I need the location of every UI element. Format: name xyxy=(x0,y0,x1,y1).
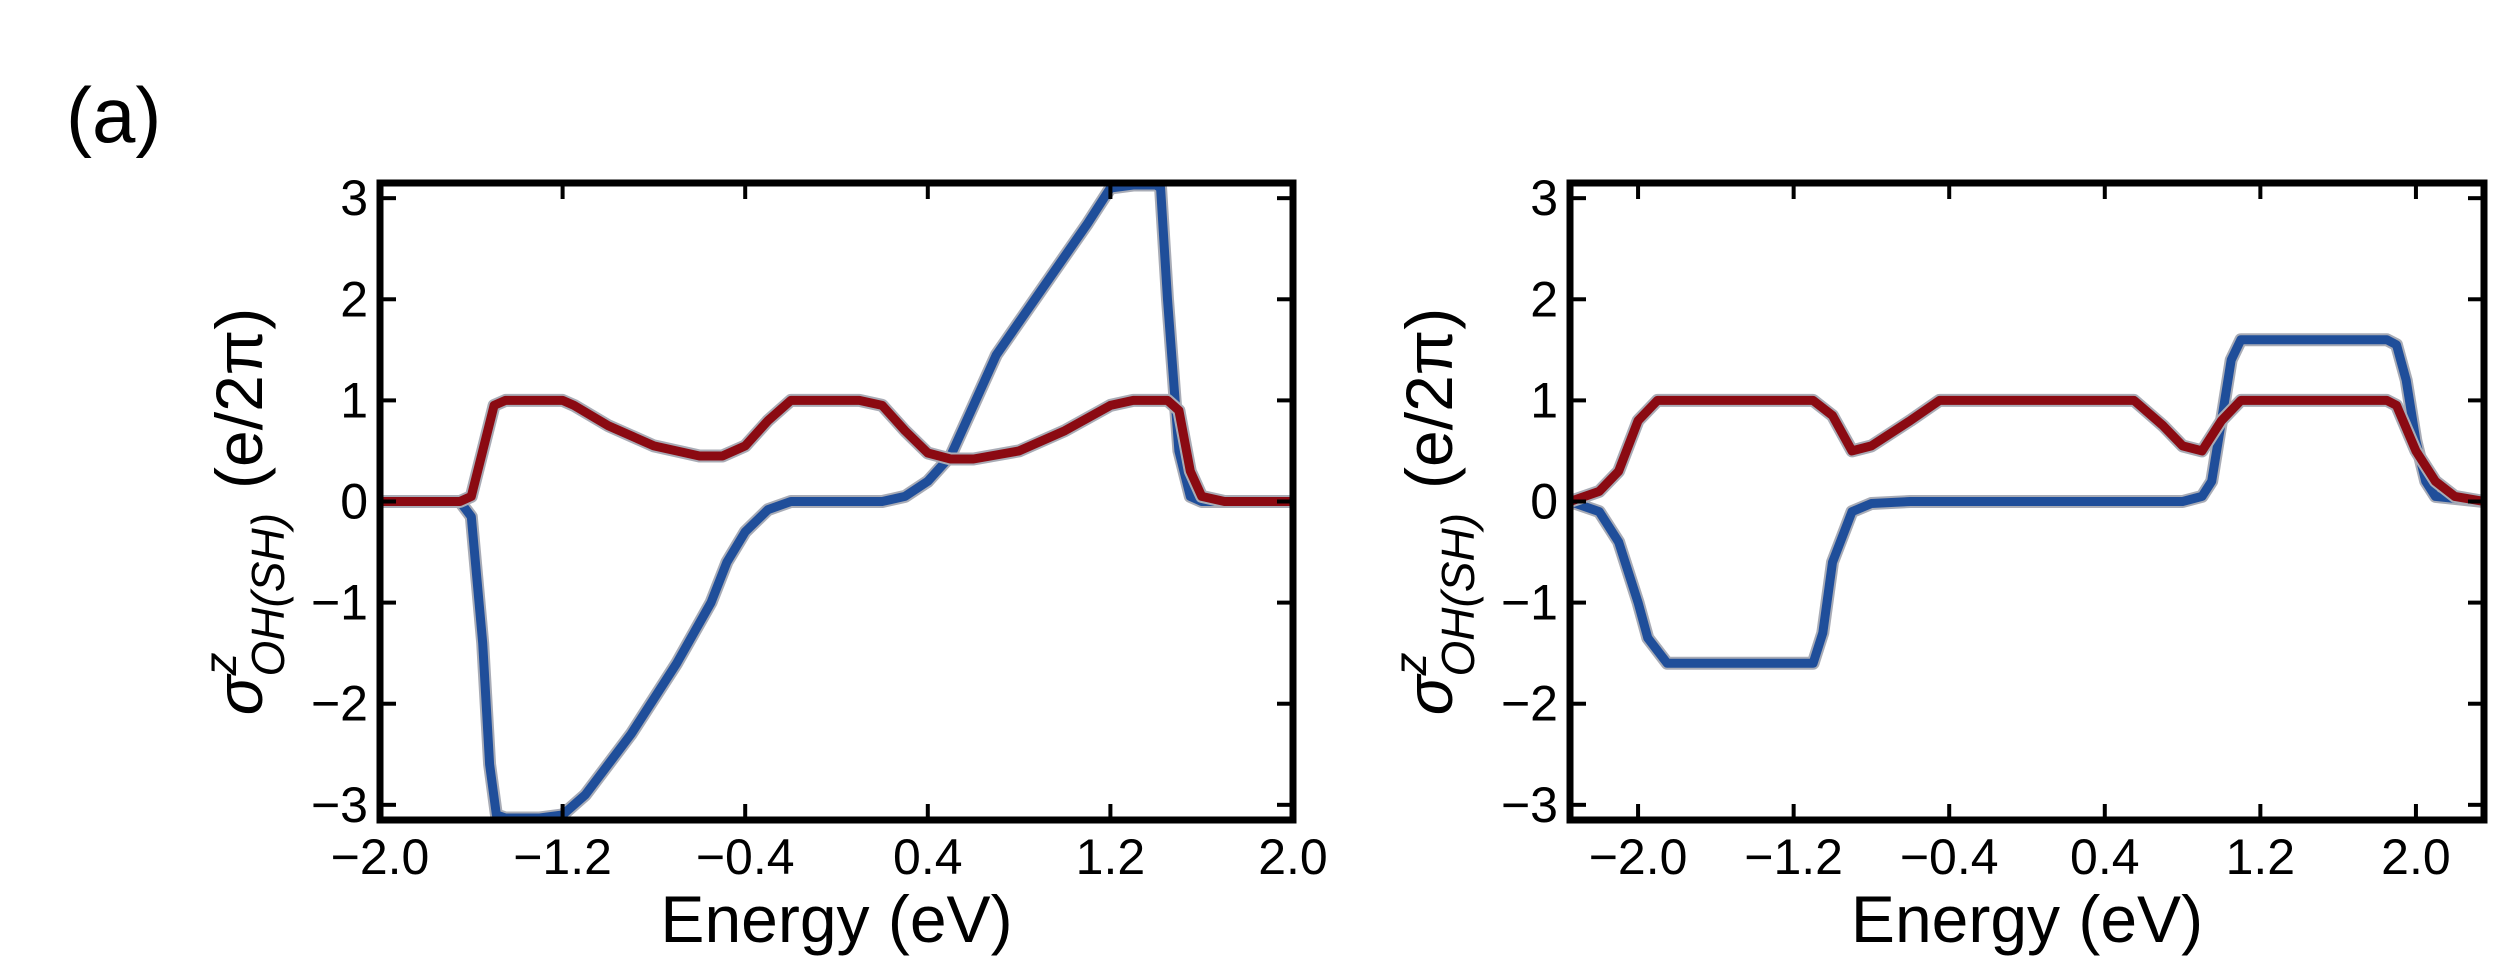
x-axis-label: Energy (eV) xyxy=(660,882,1012,956)
y-tick-label: 0 xyxy=(1530,474,1558,530)
ylabel-unit: (e/2π) xyxy=(202,308,276,489)
y-tick-label: −2 xyxy=(311,676,368,732)
x-tick-label: 1.2 xyxy=(1076,829,1146,885)
x-tick-label: −0.4 xyxy=(1900,829,1999,885)
y-tick-label: 1 xyxy=(1530,372,1558,428)
x-tick-label: −2.0 xyxy=(1589,829,1688,885)
series-red-line xyxy=(1570,395,2484,506)
x-tick-label: −1.2 xyxy=(513,829,612,885)
panel-label: (a) xyxy=(66,71,162,159)
x-axis-label: Energy (eV) xyxy=(1851,882,2203,956)
y-tick-label: 3 xyxy=(340,170,368,226)
y-tick-label: 0 xyxy=(340,474,368,530)
x-tick-label: 1.2 xyxy=(2226,829,2296,885)
y-tick-label: 2 xyxy=(1530,271,1558,327)
y-tick-label: −1 xyxy=(1501,575,1558,631)
ylabel-sup: z xyxy=(194,652,246,676)
x-tick-label: −0.4 xyxy=(696,829,795,885)
series-red-shadow xyxy=(380,393,1293,508)
x-tick-label: −2.0 xyxy=(331,829,430,885)
series-red-line xyxy=(380,395,1293,506)
ylabel-sub: OH(SH) xyxy=(1432,513,1484,677)
ylabel-symbol: σ xyxy=(1392,673,1466,715)
y-tick-label: 3 xyxy=(1530,170,1558,226)
ylabel-unit: (e/2π) xyxy=(1392,308,1466,489)
y-tick-label: −1 xyxy=(311,575,368,631)
series-blue-line xyxy=(380,183,1293,820)
ylabel-symbol: σ xyxy=(202,673,276,715)
series-blue-line xyxy=(1570,335,2484,668)
x-tick-label: 2.0 xyxy=(2381,829,2451,885)
series-group xyxy=(380,183,1293,820)
x-tick-label: 0.4 xyxy=(893,829,963,885)
series-red-shadow xyxy=(1570,393,2484,508)
y-tick-label: −3 xyxy=(311,777,368,833)
series-group xyxy=(1570,333,2484,670)
y-tick-label: −3 xyxy=(1501,777,1558,833)
y-tick-label: 1 xyxy=(340,372,368,428)
y-axis-label: σzOH(SH) (e/2π) xyxy=(194,308,294,716)
ylabel-sup: z xyxy=(1384,652,1436,676)
chart-left: −2.0 −1.2 −0.4 0.4 1.2 2.0 −3 −2 −1 0 1 2 3 Energy (e… xyxy=(194,170,1328,956)
x-tick-label: 0.4 xyxy=(2070,829,2140,885)
chart-right: −2.0 −1.2 −0.4 0.4 1.2 2.0 −3 −2 −1 0 1 2 3 Energy (e… xyxy=(1384,170,2488,956)
y-tick-label: 2 xyxy=(340,271,368,327)
y-tick-label: −2 xyxy=(1501,676,1558,732)
x-tick-label: −1.2 xyxy=(1744,829,1843,885)
x-tick-label: 2.0 xyxy=(1258,829,1328,885)
ylabel-sub: OH(SH) xyxy=(242,513,294,677)
y-axis-label: σzOH(SH) (e/2π) xyxy=(1384,308,1484,716)
